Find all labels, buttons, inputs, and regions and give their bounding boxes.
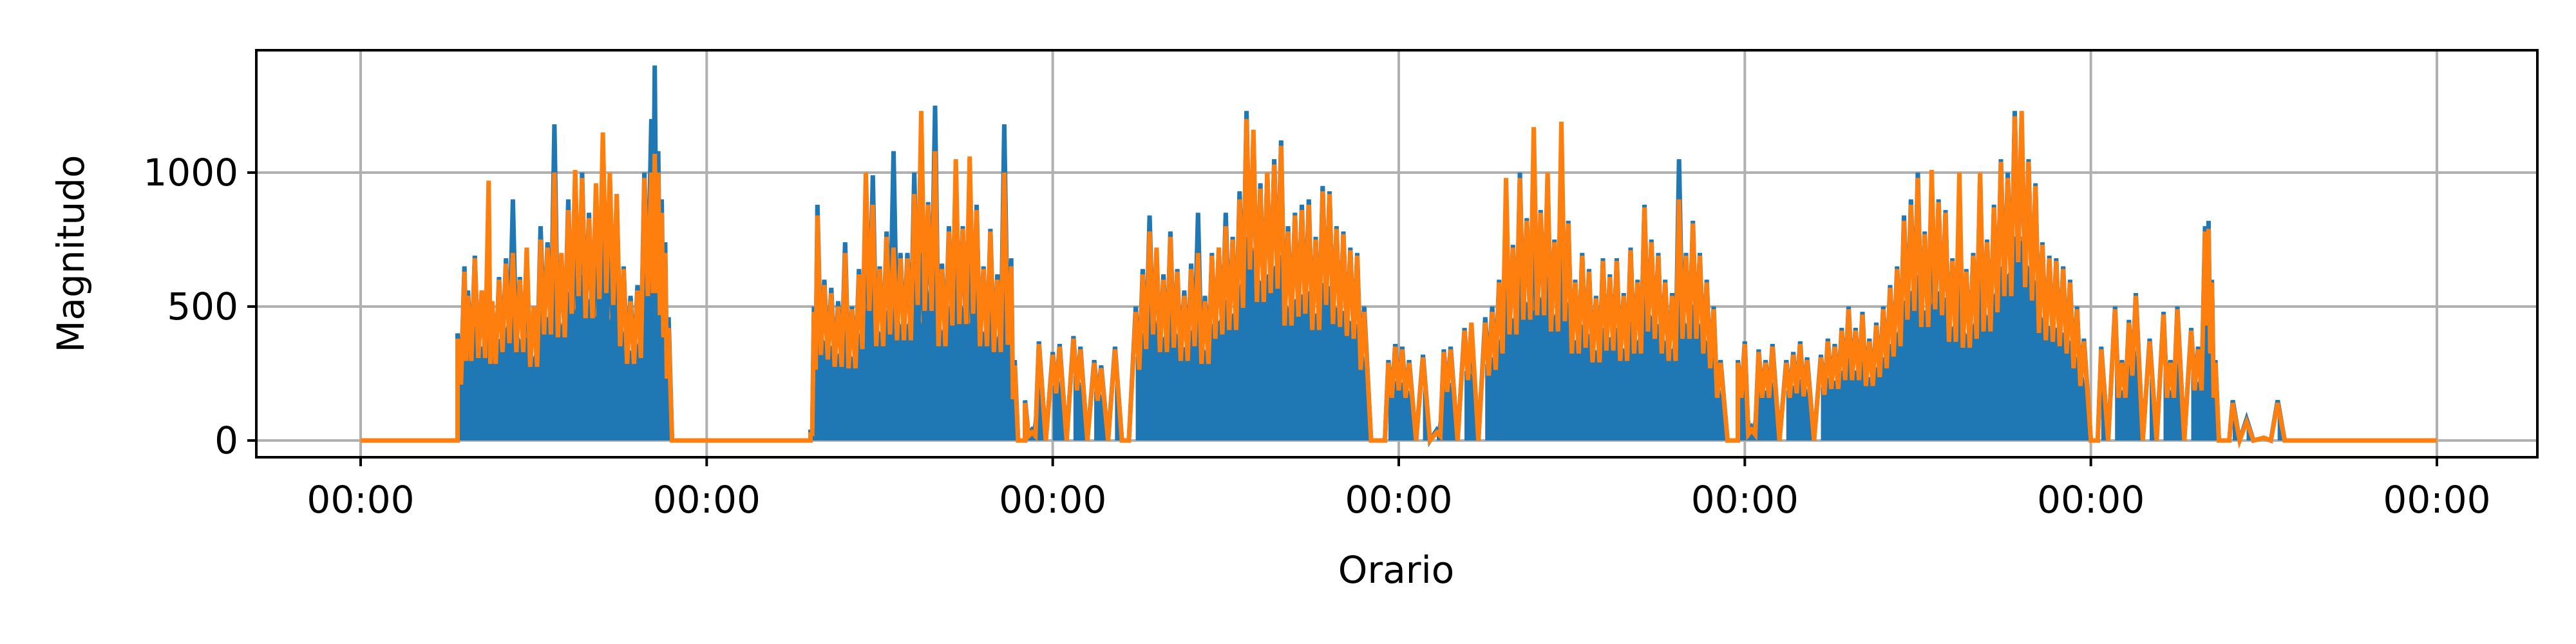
series-line-2 (361, 111, 2437, 450)
x-axis-label: Orario (1338, 548, 1455, 592)
x-tick-label: 00:00 (1345, 478, 1452, 522)
x-tick-label: 00:00 (1691, 478, 1799, 522)
y-tick-label: 0 (214, 419, 238, 462)
x-tick-label: 00:00 (653, 478, 761, 522)
x-tick-label: 00:00 (999, 478, 1106, 522)
series-layer (361, 65, 2437, 450)
plot-frame (255, 49, 2539, 459)
x-tick-label: 00:00 (307, 478, 414, 522)
y-axis-label: Magnitudo (49, 155, 93, 352)
y-tick-label: 1000 (143, 151, 238, 194)
x-tick-label: 00:00 (2383, 478, 2490, 522)
y-tick-label: 500 (167, 285, 238, 328)
series-band-1 (457, 207, 2285, 440)
x-tick-label: 00:00 (2037, 478, 2145, 522)
ticks-layer: 00:00 00:00 00:00 00:00 00:00 00:00 00:00 0 500 1… (143, 151, 2490, 522)
